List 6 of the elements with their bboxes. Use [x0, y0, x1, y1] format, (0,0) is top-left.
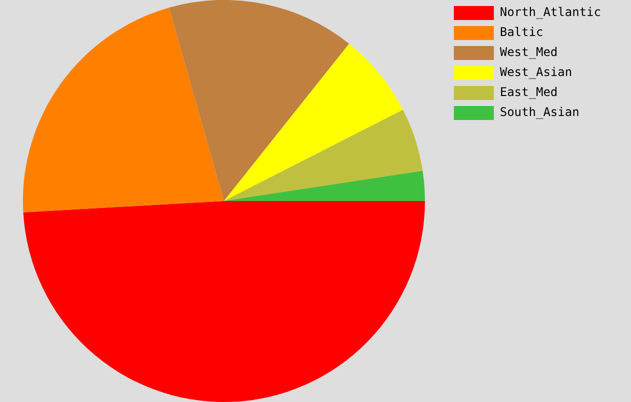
legend-label: Baltic [500, 25, 544, 40]
legend-label: South_Asian [500, 105, 580, 120]
legend-label: West_Asian [500, 65, 572, 80]
legend-label: North_Atlantic [500, 5, 602, 20]
legend-label: East_Med [500, 85, 558, 100]
legend-label: West_Med [500, 45, 558, 60]
